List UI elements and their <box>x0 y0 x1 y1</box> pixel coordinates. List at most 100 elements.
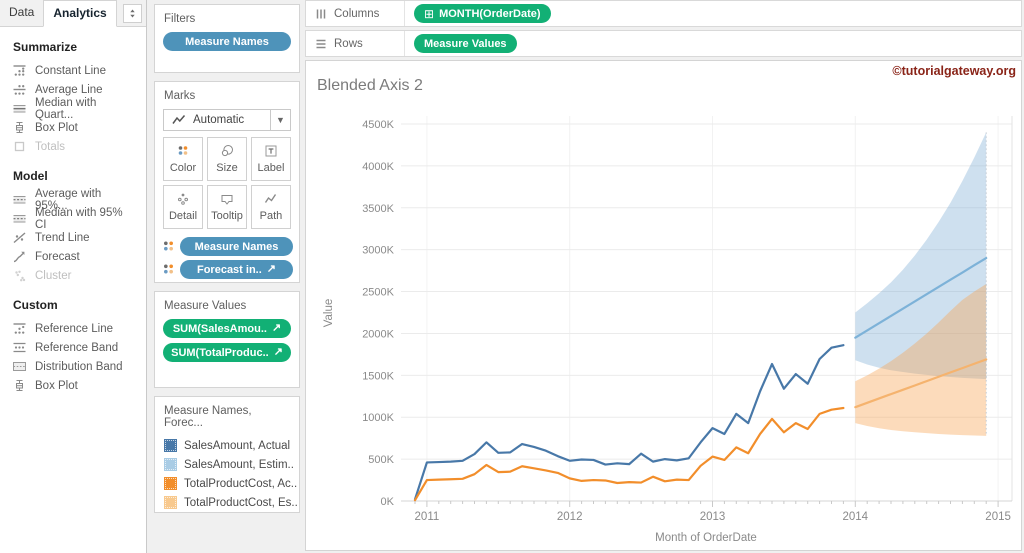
legend-item-totalproductcost-ac[interactable]: TotalProductCost, Ac.. <box>155 474 299 493</box>
legend-swatch <box>164 439 177 452</box>
sidebar-item-forecast[interactable]: Forecast <box>0 247 146 266</box>
columns-pill-month-orderdate[interactable]: ⊞ MONTH(OrderDate) <box>414 4 551 23</box>
sidebar-item-distribution-band[interactable]: Distribution Band <box>0 357 146 376</box>
marks-pill-forecast-in[interactable]: Forecast in.. ↗ <box>180 260 293 279</box>
label-icon <box>264 144 278 158</box>
sidebar-item-average-line[interactable]: Average Line <box>0 80 146 99</box>
legend-swatch <box>164 458 177 471</box>
filter-pill-measure-names[interactable]: Measure Names <box>163 32 291 51</box>
legend-item-salesamount-actual[interactable]: SalesAmount, Actual <box>155 436 299 455</box>
tab-analytics[interactable]: Analytics <box>43 0 117 27</box>
mark-button-label[interactable]: Label <box>251 137 291 181</box>
sidebar-item-label: Totals <box>35 140 66 153</box>
rows-pill-measure-values[interactable]: Measure Values <box>414 34 517 53</box>
legend-card-title: Measure Names, Forec... <box>164 405 252 429</box>
sidebar-item-cluster: Cluster <box>0 266 146 285</box>
sidebar-item-label: Forecast <box>35 250 80 263</box>
detail-icon <box>176 192 190 206</box>
box-plot-icon <box>13 379 26 392</box>
pill-label: Measure Names <box>185 35 269 48</box>
mark-button-label: Label <box>257 162 285 174</box>
legend-card: Measure Names, Forec... SalesAmount, Act… <box>154 396 300 513</box>
mark-button-color[interactable]: Color <box>163 137 203 181</box>
plus-box-icon[interactable]: ⊞ <box>424 6 435 21</box>
x-tick-label: 2015 <box>985 511 1011 523</box>
chart-title: Blended Axis 2 <box>317 77 423 94</box>
legend-item-totalproductcost-es[interactable]: TotalProductCost, Es.. <box>155 493 299 512</box>
sidebar-section-custom: Custom <box>13 298 58 312</box>
mark-button-label: Size <box>216 162 238 174</box>
watermark: ©tutorialgateway.org <box>892 64 1016 78</box>
sidebar-item-median-with-quart[interactable]: Median with Quart... <box>0 97 146 121</box>
cards-column: Filters Measure Names Marks Automatic ▼ … <box>151 0 305 553</box>
x-tick-label: 2014 <box>843 511 869 523</box>
filters-card: Filters Measure Names <box>154 4 300 73</box>
mark-type-label: Automatic <box>193 114 245 126</box>
mark-button-size[interactable]: Size <box>207 137 247 181</box>
legend-item-salesamount-estim[interactable]: SalesAmount, Estim.. <box>155 455 299 474</box>
main-area: Columns ⊞ MONTH(OrderDate) Rows Measure … <box>305 0 1024 553</box>
marks-dots-icon <box>161 239 176 254</box>
sidebar-item-label: Box Plot <box>35 121 78 134</box>
columns-shelf-label: Columns <box>334 7 380 20</box>
sidebar-item-label: Average Line <box>35 83 103 96</box>
worksheet: ©tutorialgateway.org Blended Axis 2 0K 50… <box>305 60 1022 551</box>
sidebar-item-trend-line[interactable]: Trend Line <box>0 228 146 247</box>
mark-button-detail[interactable]: Detail <box>163 185 203 229</box>
sidebar-item-label: Box Plot <box>35 379 78 392</box>
dropdown-arrow-icon[interactable]: ▼ <box>270 110 290 130</box>
sidebar-item-label: Cluster <box>35 269 72 282</box>
legend-label: SalesAmount, Actual <box>184 439 291 452</box>
y-tick-label: 3000K <box>362 245 394 257</box>
reference-band-icon <box>13 341 26 354</box>
chart-svg[interactable]: 0K 500K 1000K 1500K 2000K 2500K 3000K 3500K 4000… <box>306 61 1023 552</box>
mark-button-tooltip[interactable]: Tooltip <box>207 185 247 229</box>
tab-data[interactable]: Data <box>9 5 35 19</box>
rows-shelf-icon <box>315 38 327 50</box>
columns-shelf[interactable]: Columns ⊞ MONTH(OrderDate) <box>305 0 1022 27</box>
sidebar-item-box-plot[interactable]: Box Plot <box>0 376 146 395</box>
sidebar-item-reference-band[interactable]: Reference Band <box>0 338 146 357</box>
y-tick-label: 1000K <box>362 412 394 424</box>
y-tick-label: 0K <box>381 496 395 508</box>
pane-tabstrip: Data Analytics <box>0 0 146 27</box>
constant-line-icon <box>13 64 26 77</box>
sidebar-item-constant-line[interactable]: Constant Line <box>0 61 146 80</box>
x-tick-label: 2013 <box>700 511 726 523</box>
pill-label: Forecast in.. <box>196 263 262 276</box>
ci-band-icon <box>13 193 26 206</box>
totals-icon <box>13 140 26 153</box>
marks-pill-measure-names[interactable]: Measure Names <box>180 237 293 256</box>
y-tick-label: 2000K <box>362 328 394 340</box>
measure-values-pill-sum-totalproduc[interactable]: SUM(TotalProduc.. ↗ <box>163 343 291 362</box>
tooltip-icon <box>220 192 234 206</box>
series-line-totalproductcost-actual[interactable] <box>413 406 845 502</box>
sidebar-item-box-plot[interactable]: Box Plot <box>0 118 146 137</box>
series-line-salesamount-estimate[interactable] <box>854 256 988 339</box>
trend-line-icon <box>13 231 26 244</box>
series-line-totalproductcost-estimate[interactable] <box>854 358 988 409</box>
measure-values-pill-sum-salesamou[interactable]: SUM(SalesAmou.. ↗ <box>163 319 291 338</box>
rows-shelf[interactable]: Rows Measure Values <box>305 30 1022 57</box>
mark-button-label: Color <box>169 162 197 174</box>
marks-card-title: Marks <box>164 90 196 102</box>
sidebar-item-average-with-95[interactable]: Average with 95%... <box>0 188 146 212</box>
sidebar-item-reference-line[interactable]: Reference Line <box>0 319 146 338</box>
legend-swatch <box>164 477 177 490</box>
distribution-band-icon <box>13 360 26 373</box>
forecast-arrow-icon: ↗ <box>266 263 276 275</box>
mark-type-dropdown[interactable]: Automatic ▼ <box>163 109 291 131</box>
series-line-salesamount-actual[interactable] <box>413 344 845 501</box>
pane-collapse-button[interactable] <box>123 4 142 23</box>
y-axis-title: Value <box>323 299 335 328</box>
mark-button-path[interactable]: Path <box>251 185 291 229</box>
marks-pill-row: Forecast in.. ↗ <box>161 260 293 279</box>
forecast-icon <box>13 250 26 263</box>
forecast-arrow-icon: ↗ <box>271 322 282 334</box>
y-tick-label: 2500K <box>362 287 394 299</box>
mark-button-label: Tooltip <box>211 210 243 222</box>
forecast-band-totalproductcost-estimate[interactable] <box>855 284 987 436</box>
sidebar-item-median-with-95-ci[interactable]: Median with 95% CI <box>0 207 146 231</box>
measure-values-card-title: Measure Values <box>164 300 247 312</box>
sidebar-item-label: Reference Band <box>35 341 119 354</box>
